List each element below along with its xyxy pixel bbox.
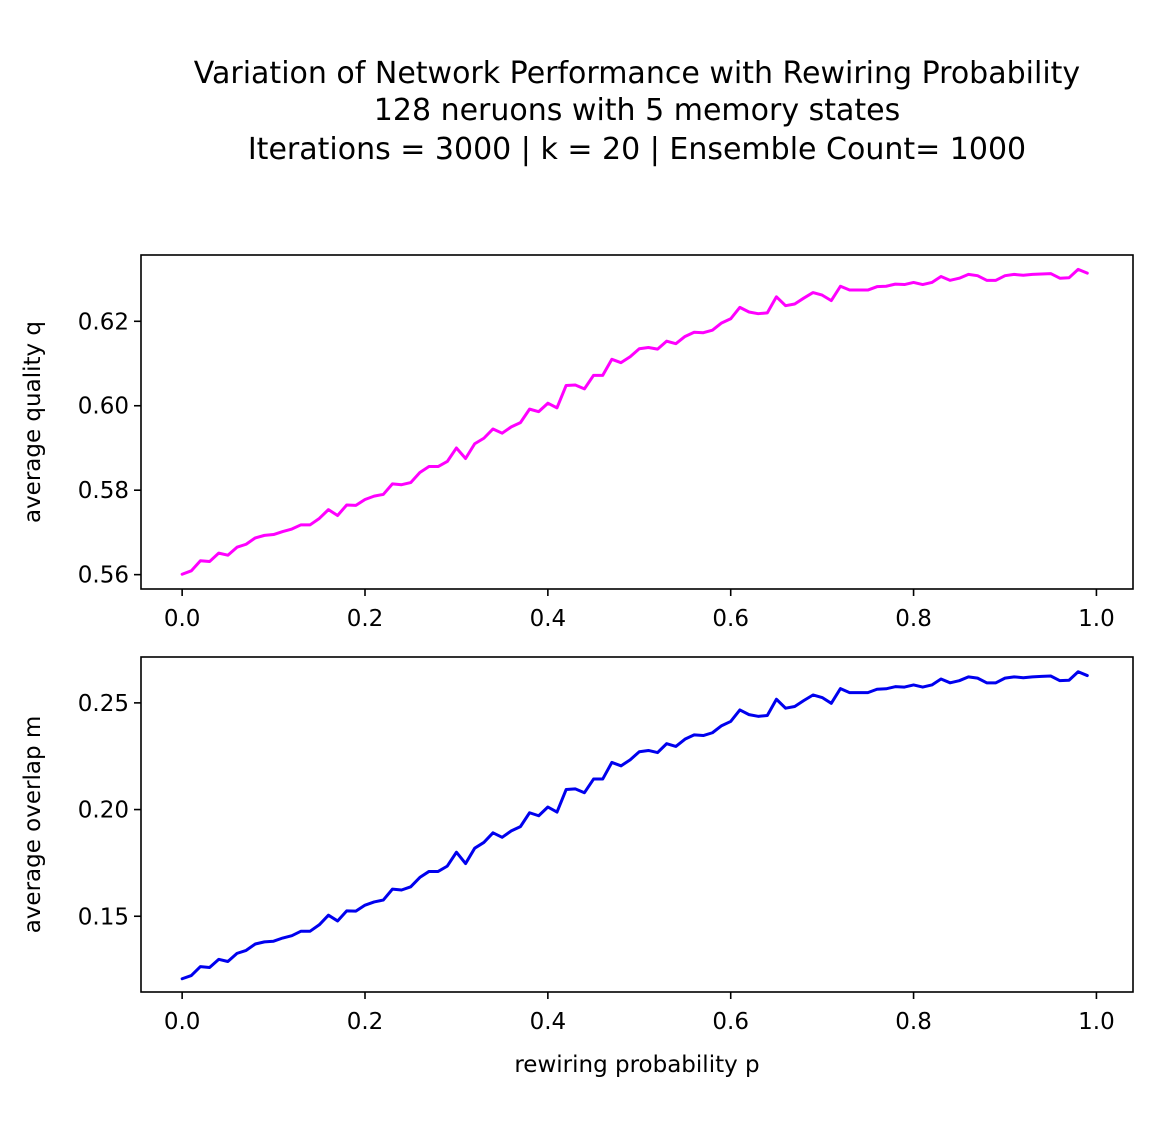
quality-subplot: 0.0 0.2 0.4 0.6 0.8 1.0 0.56 0.58 0.60 0.62 averag… bbox=[20, 254, 1134, 632]
x-tick-label: 0.2 bbox=[347, 1009, 384, 1035]
x-tick-label: 0.8 bbox=[895, 1009, 932, 1035]
y-tick-label: 0.62 bbox=[78, 309, 129, 335]
title-line-2: 128 neruons with 5 memory states bbox=[374, 93, 900, 128]
x-tick-label: 0.4 bbox=[530, 1009, 567, 1035]
x-tick-label: 0.0 bbox=[164, 1009, 201, 1035]
x-tick-label: 0.6 bbox=[712, 606, 749, 632]
figure-title: Variation of Network Performance with Re… bbox=[194, 56, 1080, 167]
x-tick-label: 1.0 bbox=[1078, 1009, 1115, 1035]
y-tick-label: 0.20 bbox=[78, 798, 129, 824]
x-tick-label: 0.0 bbox=[164, 606, 201, 632]
plot-frame bbox=[140, 656, 1134, 993]
y-tick-label: 0.60 bbox=[78, 394, 129, 420]
y-axis-label: average quality q bbox=[20, 321, 46, 523]
title-line-1: Variation of Network Performance with Re… bbox=[194, 56, 1080, 91]
x-tick-label: 1.0 bbox=[1078, 606, 1115, 632]
y-tick-label: 0.58 bbox=[78, 478, 129, 504]
series-line-0 bbox=[180, 670, 1089, 981]
y-axis-label: average overlap m bbox=[20, 716, 46, 934]
y-tick-label: 0.56 bbox=[78, 563, 129, 589]
plot-frame bbox=[140, 254, 1134, 590]
x-tick-label: 0.6 bbox=[712, 1009, 749, 1035]
x-tick-label: 0.4 bbox=[530, 606, 567, 632]
series-line-0 bbox=[180, 267, 1089, 576]
title-line-3: Iterations = 3000 | k = 20 | Ensemble Co… bbox=[248, 132, 1026, 167]
x-tick-label: 0.8 bbox=[895, 606, 932, 632]
y-tick-label: 0.15 bbox=[78, 904, 129, 930]
y-tick-label: 0.25 bbox=[78, 691, 129, 717]
overlap-subplot: 0.0 0.2 0.4 0.6 0.8 1.0 0.15 0.20 0.25 average ov… bbox=[20, 656, 1134, 1078]
x-tick-label: 0.2 bbox=[347, 606, 384, 632]
x-axis-label: rewiring probability p bbox=[514, 1052, 759, 1078]
